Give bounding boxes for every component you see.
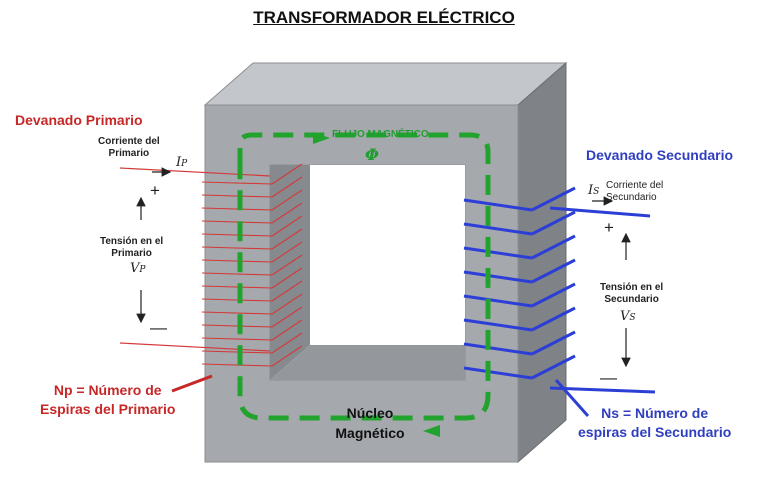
primary-voltage-label-line2: Primario [111, 248, 152, 259]
core-window-left-face [270, 165, 310, 380]
primary-voltage-label: Tensión en el Primario [100, 236, 163, 260]
primary-coil-back [271, 280, 303, 302]
secondary-coil-back [531, 234, 576, 260]
primary-coil-back [271, 215, 303, 237]
secondary-coil-turn [463, 366, 533, 380]
primary-coil-turn [201, 337, 273, 341]
primary-coil-turn [201, 207, 273, 211]
secondary-coil-back [531, 282, 576, 308]
secondary-voltage-label-line2: Secundario [604, 294, 659, 305]
secondary-voltage-symbol: VS [620, 309, 636, 324]
secondary-current-label-line1: Corriente del [606, 180, 664, 191]
secondary-voltage-label-line1: Tensión en el [600, 282, 664, 293]
primary-coil-back [271, 306, 303, 328]
secondary-coil-back [531, 306, 576, 332]
primary-plus-sign: + [150, 181, 160, 200]
primary-coils [201, 163, 303, 367]
secondary-coil-back [531, 210, 576, 236]
secondary-coil-turn [463, 198, 533, 212]
primary-coil-turn [201, 324, 273, 328]
secondary-coil-turn [463, 222, 533, 236]
primary-turns-label-line1: Np = Número de [53, 382, 162, 398]
primary-coil-turn [201, 181, 273, 185]
primary-coil-back [271, 293, 303, 315]
primary-coil-turn [201, 220, 273, 224]
secondary-coils [463, 186, 576, 380]
flux-symbol: Φ [365, 145, 379, 164]
primary-coil-back [271, 202, 303, 224]
primary-coil-back [271, 241, 303, 263]
core-side-face [517, 61, 567, 464]
secondary-turns-label-line1: Ns = Número de [601, 405, 709, 421]
primary-coil-turn [201, 298, 273, 302]
primary-turns-label: Np = Número de Espiras del Primario [40, 381, 175, 419]
primary-coil-back [271, 228, 303, 250]
primary-voltage-label-line1: Tensión en el [100, 236, 164, 247]
secondary-current-label: Corriente del Secundario [606, 180, 663, 204]
flux-label: FLUJO MAGNÉTICO [332, 129, 429, 140]
core-label-line1: Núcleo [346, 405, 394, 421]
primary-turns-pointer [171, 374, 213, 393]
primary-voltage-symbol: VP [130, 261, 146, 276]
primary-coil-turn [201, 285, 273, 289]
primary-coil-turn [201, 233, 273, 237]
primary-current-label-line1: Corriente del [98, 136, 160, 147]
primary-coil-back [271, 163, 303, 185]
core-top-face [203, 62, 568, 106]
secondary-plus-sign: + [604, 218, 614, 237]
secondary-coil-back [531, 330, 576, 356]
secondary-coil-turn [463, 342, 533, 356]
secondary-turns-label-line2: espiras del Secundario [578, 424, 732, 440]
primary-coil-turn [201, 363, 273, 367]
secondary-minus-sign: — [600, 368, 617, 387]
primary-turns-label-line2: Espiras del Primario [40, 401, 176, 417]
secondary-coil-turn [463, 246, 533, 260]
primary-heading: Devanado Primario [15, 112, 143, 128]
secondary-coil-back [531, 258, 576, 284]
primary-coil-back [271, 332, 303, 354]
primary-coil-back [271, 267, 303, 289]
flux-arrow-top [313, 132, 330, 144]
page-title: TRANSFORMADOR ELÉCTRICO [253, 8, 515, 27]
secondary-coil-turn [463, 294, 533, 308]
secondary-current-label-line2: Secundario [606, 192, 657, 203]
core-window-opening [310, 165, 465, 345]
primary-coil-back [271, 189, 303, 211]
core-label: Núcleo Magnético [320, 403, 420, 443]
primary-current-symbol: IP [176, 155, 188, 170]
primary-current-label: Corriente del Primario [98, 136, 160, 160]
secondary-heading: Devanado Secundario [586, 147, 734, 163]
primary-current-label-line2: Primario [108, 148, 150, 159]
secondary-turns-pointer [554, 379, 590, 417]
primary-coil-back [271, 176, 303, 198]
primary-coil-turn [201, 194, 273, 198]
primary-minus-sign: — [150, 318, 167, 337]
secondary-lead-bottom [549, 386, 656, 394]
primary-coil-turn [201, 246, 273, 250]
primary-coil-back [271, 319, 303, 341]
primary-coil-back [271, 345, 303, 367]
primary-winding [119, 167, 271, 352]
secondary-voltage-label: Tensión en el Secundario [600, 282, 663, 306]
primary-coil-turn [201, 350, 273, 354]
primary-coil-back [271, 254, 303, 276]
secondary-current-symbol: IS [588, 183, 600, 198]
secondary-coil-back [531, 354, 576, 380]
secondary-coil-back [531, 186, 576, 212]
flux-arrow-bottom [423, 425, 440, 437]
primary-coil-turn [201, 272, 273, 276]
core-window-bottom-face [270, 345, 465, 380]
secondary-turns-label: Ns = Número de espiras del Secundario [578, 404, 731, 442]
primary-coil-turn [201, 311, 273, 315]
flux-path [237, 132, 491, 421]
secondary-coil-turn [463, 318, 533, 332]
secondary-lead-top [549, 206, 651, 218]
secondary-coil-turn [463, 270, 533, 284]
primary-coil-turn [201, 259, 273, 263]
core-label-line2: Magnético [335, 425, 405, 441]
